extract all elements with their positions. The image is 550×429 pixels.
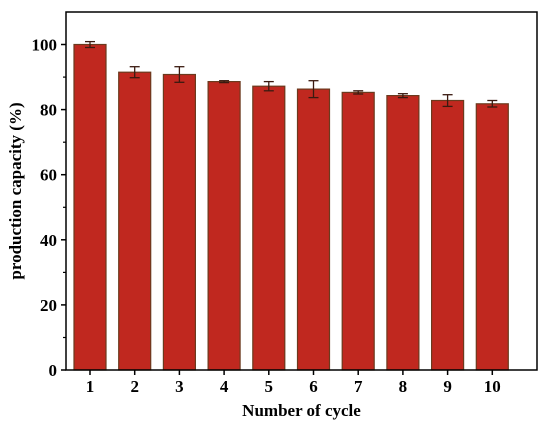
x-tick-label: 9 [443,377,452,396]
x-tick-label: 4 [220,377,229,396]
error-bar-3 [174,66,185,83]
x-tick-label: 10 [484,377,501,396]
x-tick-label: 7 [354,377,363,396]
bar-6 [296,88,331,371]
x-tick-label: 3 [175,377,184,396]
error-bar-1 [85,40,95,49]
x-tick-label: 6 [309,377,318,396]
error-bar-2 [129,66,140,79]
x-tick-label: 2 [130,377,139,396]
error-bar-4 [219,80,230,84]
error-bar-8 [397,93,408,99]
bar-10 [475,103,509,371]
bar-4 [207,80,241,371]
bars-layer [73,43,509,371]
y-tick-label: 60 [40,166,57,185]
bar-1 [73,43,107,371]
error-bar-7 [353,90,364,95]
error-bar-10 [487,99,498,108]
bar-3 [162,73,196,371]
x-tick-label: 5 [265,377,274,396]
y-axis-title: production capacity (%) [6,102,25,279]
error-bar-6 [308,80,319,99]
error-bar-5 [263,80,274,92]
plot-frame [65,11,538,371]
x-axis-title: Number of cycle [242,401,361,420]
bar-7 [341,91,375,371]
bar-2 [118,71,152,371]
bar-9 [431,99,465,371]
error-bars-layer [85,40,498,108]
y-axis: 0 20 40 60 80 100 [32,36,66,380]
y-tick-label: 40 [40,231,57,250]
x-tick-label: 8 [399,377,408,396]
bar-5 [252,85,286,371]
x-tick-label: 1 [86,377,95,396]
error-bar-9 [442,94,453,108]
x-axis: 1 2 3 4 5 6 7 8 9 10 [86,370,501,396]
y-tick-label: 0 [49,361,58,380]
y-tick-label: 80 [40,101,57,120]
y-tick-label: 20 [40,296,57,315]
y-tick-label: 100 [32,36,58,55]
bar-8 [386,94,420,371]
